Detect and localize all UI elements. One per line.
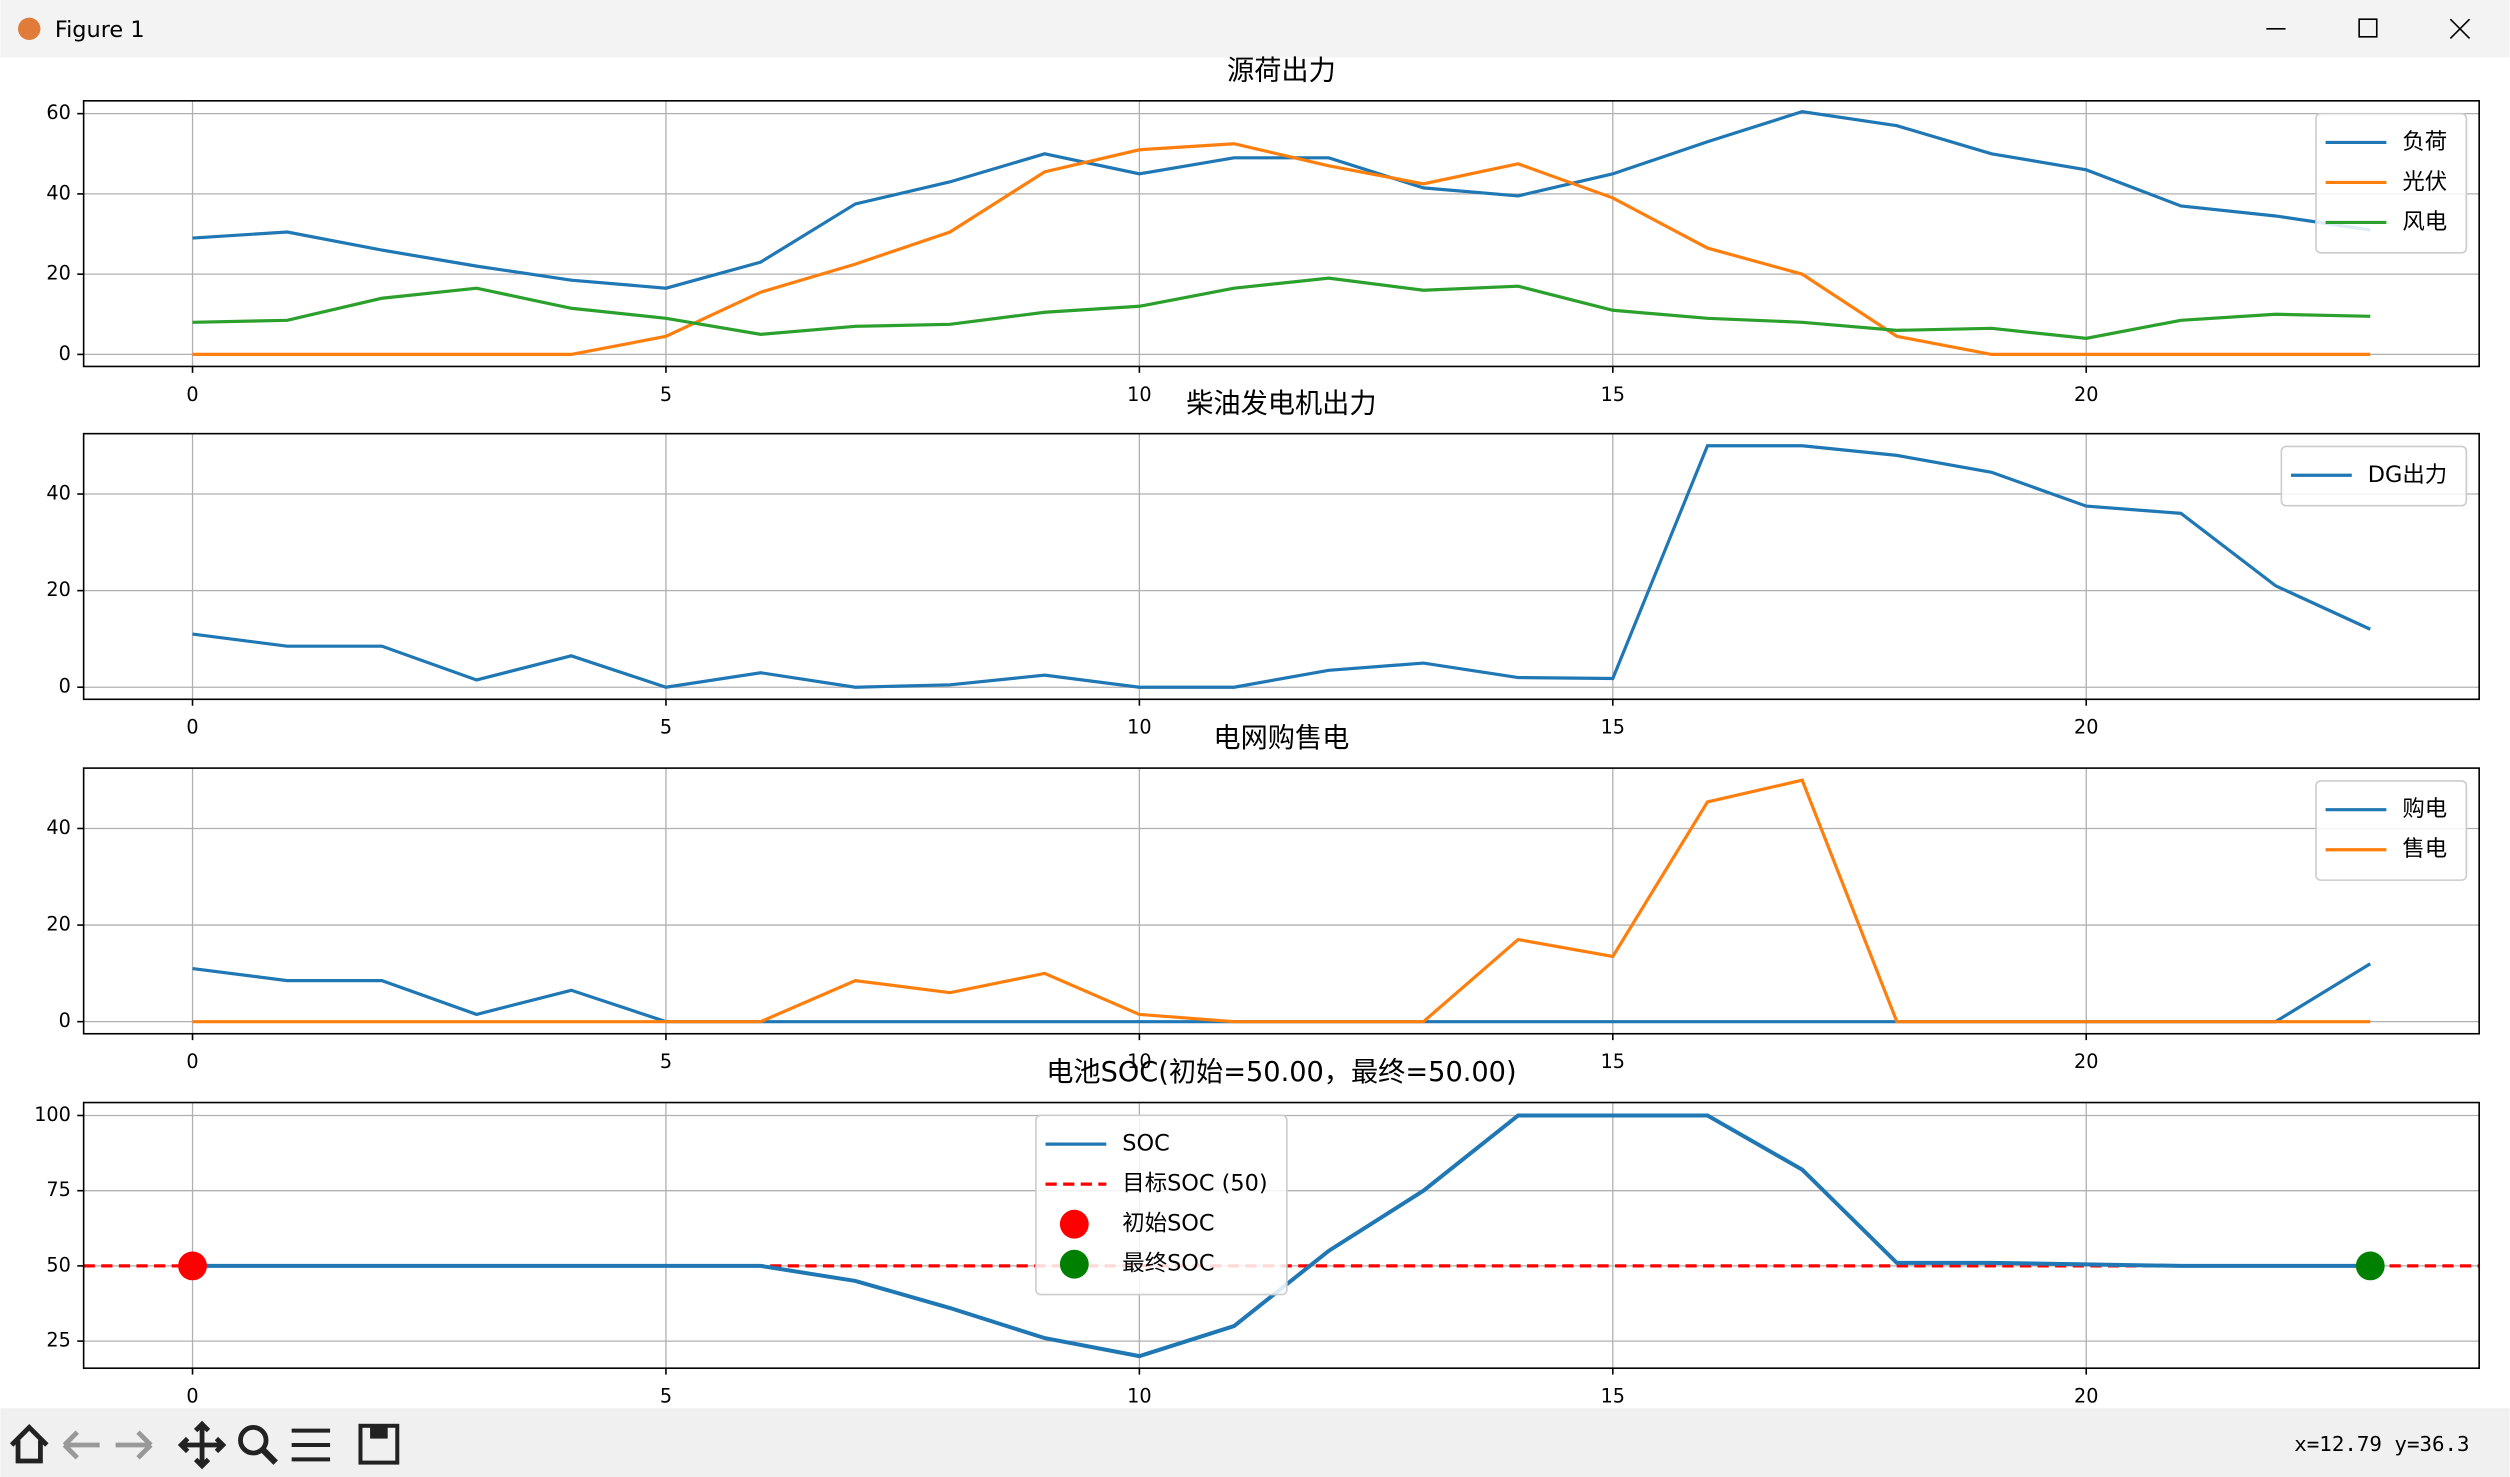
- y-tick-label: 20: [46, 578, 70, 601]
- y-tick-label: 20: [46, 913, 70, 936]
- x-tick-label: 15: [1601, 1384, 1625, 1407]
- axes-frame: [82, 100, 2480, 368]
- x-tick-label: 20: [2074, 716, 2098, 739]
- toolbar: [0, 1408, 2510, 1477]
- subplot-title: 电网购售电: [1213, 723, 1349, 754]
- y-tick-label: 50: [46, 1253, 70, 1276]
- x-tick-label: 10: [1127, 716, 1151, 739]
- axes-background: [83, 100, 2480, 367]
- axes-frame: [82, 767, 2480, 1035]
- y-tick-label: 40: [46, 181, 70, 204]
- x-tick-label: 20: [2074, 1050, 2098, 1073]
- marker: [178, 1251, 207, 1281]
- legend-label: 光伏: [2402, 169, 2447, 195]
- subplot: 0 5 10 15 20 0 20 40 柴油发电机出力 DG出力: [46, 388, 2480, 739]
- pan-button[interactable]: [177, 1420, 227, 1470]
- legend-marker: [1059, 1249, 1089, 1279]
- legend: SOC 目标SOC (50) 初始SOC 最终SOC: [1035, 1114, 1288, 1296]
- legend-label: 风电: [2402, 209, 2447, 235]
- axes-background: [83, 433, 2480, 700]
- axes-background: [83, 768, 2480, 1034]
- x-tick-label: 15: [1601, 716, 1625, 739]
- x-tick-label: 5: [660, 1050, 672, 1073]
- home-button[interactable]: [9, 1423, 49, 1464]
- zoom-handle: [260, 1447, 278, 1465]
- data-line: [192, 778, 2371, 1024]
- maximize-button[interactable]: [2358, 18, 2378, 38]
- y-tick-label: 40: [46, 482, 70, 505]
- legend-box: [2280, 445, 2468, 507]
- forward-button[interactable]: [115, 1430, 153, 1460]
- save-icon-part: [370, 1425, 388, 1439]
- legend-label: SOC: [1122, 1131, 1169, 1157]
- legend-box: [1035, 1114, 1288, 1296]
- x-tick-label: 5: [660, 1384, 672, 1407]
- legend-marker: [1059, 1209, 1089, 1239]
- axes-frame: [82, 1101, 2480, 1369]
- data-line: [192, 142, 2371, 357]
- axes-frame: [82, 432, 2480, 701]
- legend-box: [2315, 112, 2468, 254]
- legend-label: 初始SOC: [1122, 1211, 1214, 1237]
- subplot-title: 柴油发电机出力: [1186, 388, 1376, 419]
- legend-label: 目标SOC (50): [1122, 1171, 1267, 1197]
- legend-label: 购电: [2402, 796, 2447, 822]
- y-tick-label: 40: [46, 816, 70, 839]
- y-tick-label: 20: [46, 262, 70, 285]
- y-tick-label: 25: [46, 1329, 70, 1352]
- subplot-title: 电池SOC(初始=50.00，最终=50.00): [1046, 1057, 1516, 1088]
- data-line: [192, 444, 2371, 689]
- y-tick-label: 60: [46, 101, 70, 124]
- x-tick-label: 0: [186, 383, 198, 406]
- window-title: Figure 1: [55, 17, 145, 43]
- title-bar: [0, 0, 2510, 58]
- y-tick-label: 0: [59, 675, 71, 698]
- legend-box: [2315, 780, 2468, 881]
- x-tick-label: 20: [2074, 1384, 2098, 1407]
- data-line: [192, 276, 2371, 340]
- x-tick-label: 15: [1601, 1050, 1625, 1073]
- x-tick-label: 0: [186, 1384, 198, 1407]
- marker: [2355, 1251, 2385, 1281]
- x-tick-label: 15: [1601, 383, 1625, 406]
- x-tick-label: 20: [2074, 383, 2098, 406]
- app-icon: [18, 17, 41, 41]
- x-tick-label: 10: [1127, 383, 1151, 406]
- y-tick-label: 75: [46, 1178, 70, 1201]
- legend-label: 售电: [2402, 836, 2447, 862]
- legend-label: DG出力: [2368, 462, 2447, 488]
- y-tick-label: 0: [59, 342, 71, 365]
- x-tick-label: 10: [1127, 1050, 1151, 1073]
- x-tick-label: 0: [186, 716, 198, 739]
- legend: DG出力: [2280, 445, 2468, 507]
- legend-label: 最终SOC: [1122, 1251, 1214, 1277]
- x-tick-label: 0: [186, 1050, 198, 1073]
- zoom-button[interactable]: [238, 1424, 269, 1456]
- back-button[interactable]: [62, 1430, 100, 1460]
- subplot-title: 源荷出力: [1227, 56, 1336, 87]
- legend-label: 负荷: [2402, 129, 2447, 155]
- close-button[interactable]: [2449, 18, 2471, 39]
- y-tick-label: 0: [59, 1009, 71, 1032]
- x-tick-label: 10: [1127, 1384, 1151, 1407]
- cursor-status: x=12.79 y=36.3: [2294, 1432, 2469, 1456]
- data-line: [192, 110, 2371, 290]
- x-tick-label: 5: [660, 716, 672, 739]
- configure-button[interactable]: [291, 1428, 331, 1462]
- subplot: 0 5 10 15 20 25 50 75 100 电池SOC(初始=50.00，最终=50.00…: [34, 1057, 2480, 1407]
- x-tick-label: 5: [660, 383, 672, 406]
- y-tick-label: 100: [34, 1103, 71, 1126]
